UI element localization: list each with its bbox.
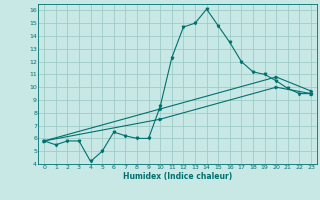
X-axis label: Humidex (Indice chaleur): Humidex (Indice chaleur) <box>123 172 232 181</box>
